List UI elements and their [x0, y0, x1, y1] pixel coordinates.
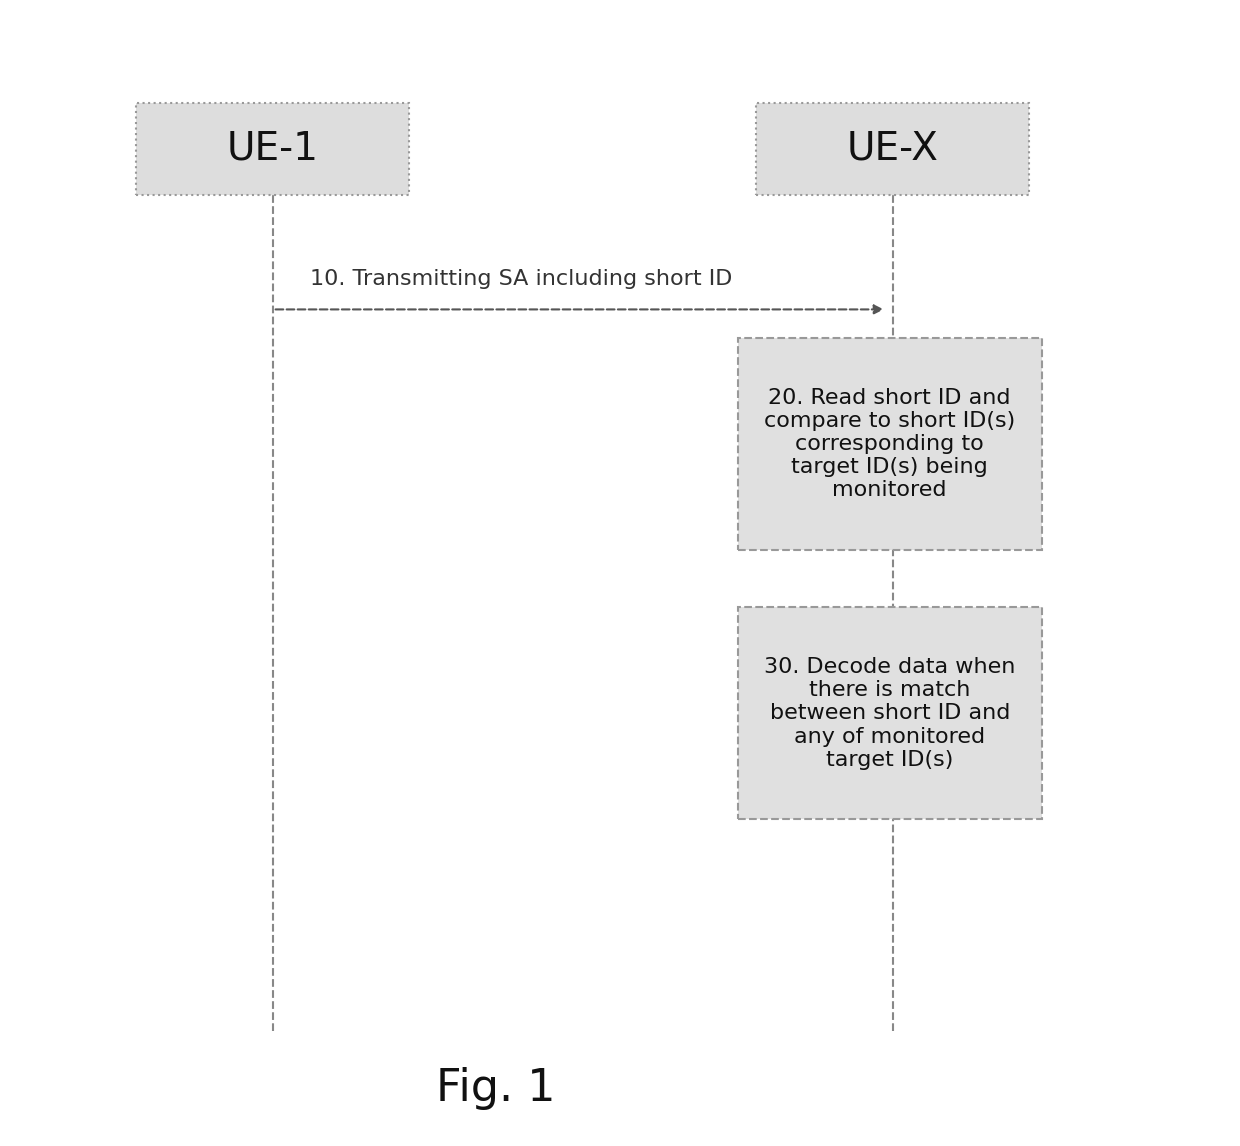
Text: 30. Decode data when
there is match
between short ID and
any of monitored
target: 30. Decode data when there is match betw… — [764, 657, 1016, 770]
Text: UE-1: UE-1 — [227, 129, 319, 168]
FancyBboxPatch shape — [756, 103, 1029, 195]
Text: Fig. 1: Fig. 1 — [436, 1067, 556, 1110]
Text: UE-X: UE-X — [847, 129, 939, 168]
Text: 20. Read short ID and
compare to short ID(s)
corresponding to
target ID(s) being: 20. Read short ID and compare to short I… — [764, 387, 1016, 501]
Text: 10. Transmitting SA including short ID: 10. Transmitting SA including short ID — [310, 269, 732, 289]
FancyBboxPatch shape — [738, 338, 1042, 550]
FancyBboxPatch shape — [738, 607, 1042, 819]
FancyBboxPatch shape — [136, 103, 409, 195]
